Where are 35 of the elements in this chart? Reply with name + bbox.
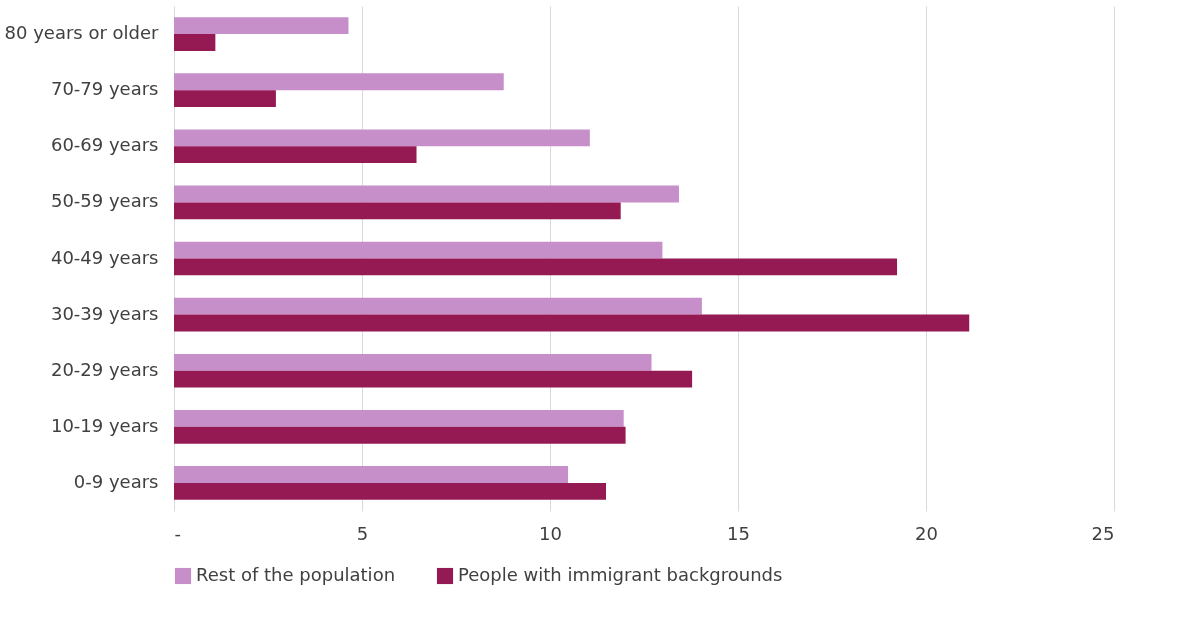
y-tick-label: 10-19 years (50, 414, 159, 436)
bar (174, 370, 693, 388)
bar (174, 353, 652, 371)
x-tick-label: 15 (727, 522, 750, 544)
y-tick-label: 70-79 years (50, 78, 159, 100)
y-tick-label: 60-69 years (50, 134, 159, 156)
legend-label: People with immigrant backgrounds (458, 564, 783, 585)
bar (174, 129, 590, 147)
y-tick-label: 80 years or older (4, 22, 160, 44)
bar (174, 202, 621, 220)
y-tick-label: 50-59 years (50, 190, 159, 212)
bar (174, 482, 607, 500)
x-tick-label: 20 (915, 522, 938, 544)
y-tick-label: 40-49 years (50, 246, 159, 268)
bar (174, 258, 898, 276)
bar (174, 90, 276, 107)
bar (174, 426, 626, 444)
x-tick-label: 25 (1091, 522, 1115, 544)
bar (174, 410, 624, 427)
bar (174, 185, 679, 203)
x-tick-label: 5 (356, 522, 369, 544)
bar (174, 314, 970, 332)
x-tick-label: - (174, 522, 181, 544)
bar (174, 73, 504, 91)
bar (174, 241, 663, 259)
x-tick-label: 10 (539, 522, 562, 544)
bar (174, 34, 216, 51)
bar (174, 146, 417, 164)
y-tick-label: 30-39 years (50, 302, 159, 324)
y-tick-label: 0-9 years (73, 470, 159, 492)
bar (174, 17, 349, 35)
legend-label: Rest of the population (196, 564, 396, 585)
bar (174, 297, 702, 315)
y-tick-label: 20-29 years (50, 358, 159, 380)
bar (174, 466, 569, 483)
